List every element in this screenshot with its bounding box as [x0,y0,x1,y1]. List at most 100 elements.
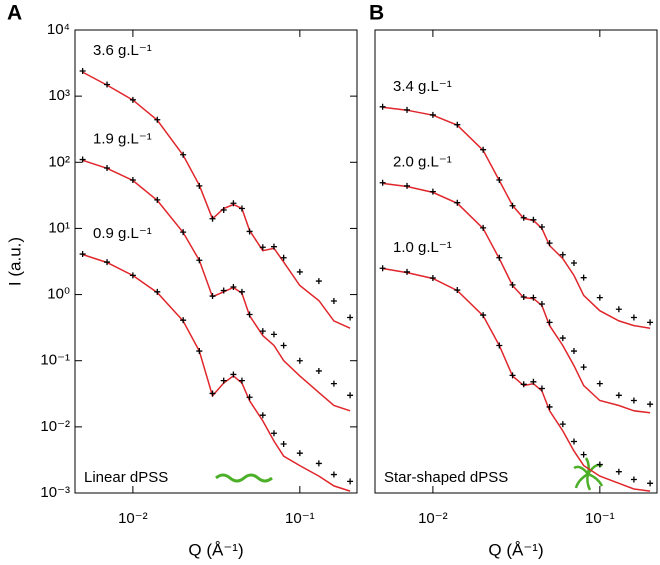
data-point [496,176,503,183]
y-tick-label: 10² [48,153,70,170]
data-point [104,81,111,88]
note: Star-shaped dPSS [384,469,508,486]
fit-line [382,267,651,492]
data-point [259,412,266,419]
data-point [570,348,577,355]
data-point [270,331,277,338]
data-point [196,348,203,355]
data-point [79,67,86,74]
data-point [509,372,516,379]
data-point [580,451,587,458]
x-axis-label: Q (Å⁻¹) [488,540,543,559]
data-point [404,268,411,275]
data-point [196,182,203,189]
data-point [280,342,287,349]
series-label: 3.6 g.L⁻¹ [93,42,152,59]
data-point [296,268,303,275]
data-point [238,288,245,295]
data-point [220,377,227,384]
series-label: 2.0 g.L⁻¹ [393,154,452,171]
x-tick-label: 10⁻² [418,510,448,527]
data-point [454,287,461,294]
data-point [404,182,411,189]
data-point [520,293,527,300]
data-point [246,394,253,401]
data-point [480,224,487,231]
data-point [647,480,654,487]
data-point [404,106,411,113]
data-point [238,205,245,212]
data-point [347,392,354,399]
data-point [238,377,245,384]
data-point [538,224,545,231]
data-point [596,461,603,468]
data-point [230,200,237,207]
data-point [630,314,637,321]
data-point [129,96,136,103]
data-point [530,378,537,385]
data-point [79,251,86,258]
data-point [480,146,487,153]
data-point [630,397,637,404]
data-point [615,468,622,475]
data-point [315,278,322,285]
data-point [429,188,436,195]
data-point [246,228,253,235]
y-tick-label: 10⁻¹ [40,352,70,369]
data-point [280,254,287,261]
plot-frame [374,29,658,494]
linear-icon [215,473,273,483]
data-point [559,335,566,342]
data-point [104,259,111,266]
x-axis-label: Q (Å⁻¹) [188,540,243,559]
data-point [538,301,545,308]
data-point [379,265,386,272]
data-point [454,199,461,206]
series-label: 1.0 g.L⁻¹ [393,239,452,256]
data-point [230,284,237,291]
data-point [104,164,111,171]
data-point [154,288,161,295]
x-tick-label: 10⁻¹ [585,510,615,527]
data-point [546,319,553,326]
data-point [580,274,587,281]
data-point [570,438,577,445]
data-point [429,275,436,282]
data-point [154,116,161,123]
data-point [546,403,553,410]
data-point [347,314,354,321]
data-point [209,390,216,397]
data-point [496,342,503,349]
data-point [580,364,587,371]
data-point [330,297,337,304]
data-point [296,357,303,364]
data-point [559,251,566,258]
data-point [615,306,622,313]
data-point [230,371,237,378]
data-point [259,244,266,251]
series-label: 1.9 g.L⁻¹ [93,131,152,148]
fit-line [82,159,351,412]
data-point [520,381,527,388]
star-icon [573,457,604,491]
fit-line [382,182,651,414]
data-point [570,260,577,267]
data-point [315,460,322,467]
data-point [509,281,516,288]
data-point [615,392,622,399]
fit-line [82,71,351,329]
y-axis-label: I (a.u.) [5,237,24,286]
data-point [496,254,503,261]
data-point [330,471,337,478]
y-tick-label: 10¹ [48,219,70,236]
data-point [596,294,603,301]
data-point [559,421,566,428]
data-point [220,206,227,213]
fit-line [382,106,651,329]
data-point [530,294,537,301]
data-point [429,111,436,118]
data-point [315,367,322,374]
data-point [180,229,187,236]
data-point [196,257,203,264]
